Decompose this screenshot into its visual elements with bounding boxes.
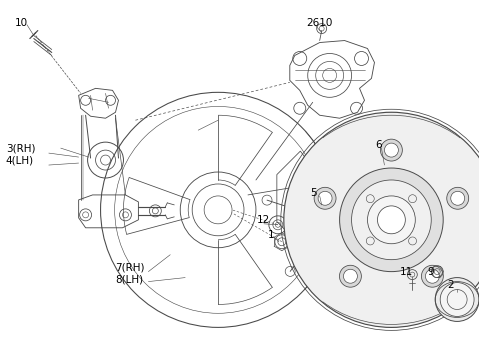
Circle shape bbox=[284, 112, 480, 327]
Circle shape bbox=[451, 191, 465, 205]
Circle shape bbox=[440, 283, 474, 316]
Circle shape bbox=[368, 196, 415, 244]
Text: 9: 9 bbox=[427, 266, 434, 277]
Circle shape bbox=[339, 265, 361, 287]
Circle shape bbox=[340, 168, 443, 272]
Circle shape bbox=[381, 139, 402, 161]
Text: 2: 2 bbox=[447, 279, 454, 290]
Text: 11: 11 bbox=[399, 266, 413, 277]
Text: 10: 10 bbox=[15, 18, 28, 27]
Text: 8(LH): 8(LH) bbox=[116, 275, 144, 284]
Text: 3(RH): 3(RH) bbox=[6, 143, 36, 153]
Circle shape bbox=[318, 191, 332, 205]
Circle shape bbox=[314, 187, 336, 209]
Text: 7(RH): 7(RH) bbox=[116, 263, 145, 273]
Text: 12: 12 bbox=[257, 215, 270, 225]
Circle shape bbox=[421, 265, 444, 287]
Circle shape bbox=[377, 206, 405, 234]
Circle shape bbox=[351, 180, 431, 260]
Circle shape bbox=[435, 278, 479, 321]
Text: 6: 6 bbox=[375, 140, 382, 150]
Text: 1: 1 bbox=[268, 230, 275, 240]
Text: 2610: 2610 bbox=[307, 18, 333, 27]
Circle shape bbox=[384, 143, 398, 157]
Circle shape bbox=[447, 187, 468, 209]
Text: 4(LH): 4(LH) bbox=[6, 155, 34, 165]
Text: 5: 5 bbox=[310, 188, 316, 198]
Circle shape bbox=[425, 269, 439, 283]
Circle shape bbox=[344, 269, 358, 283]
